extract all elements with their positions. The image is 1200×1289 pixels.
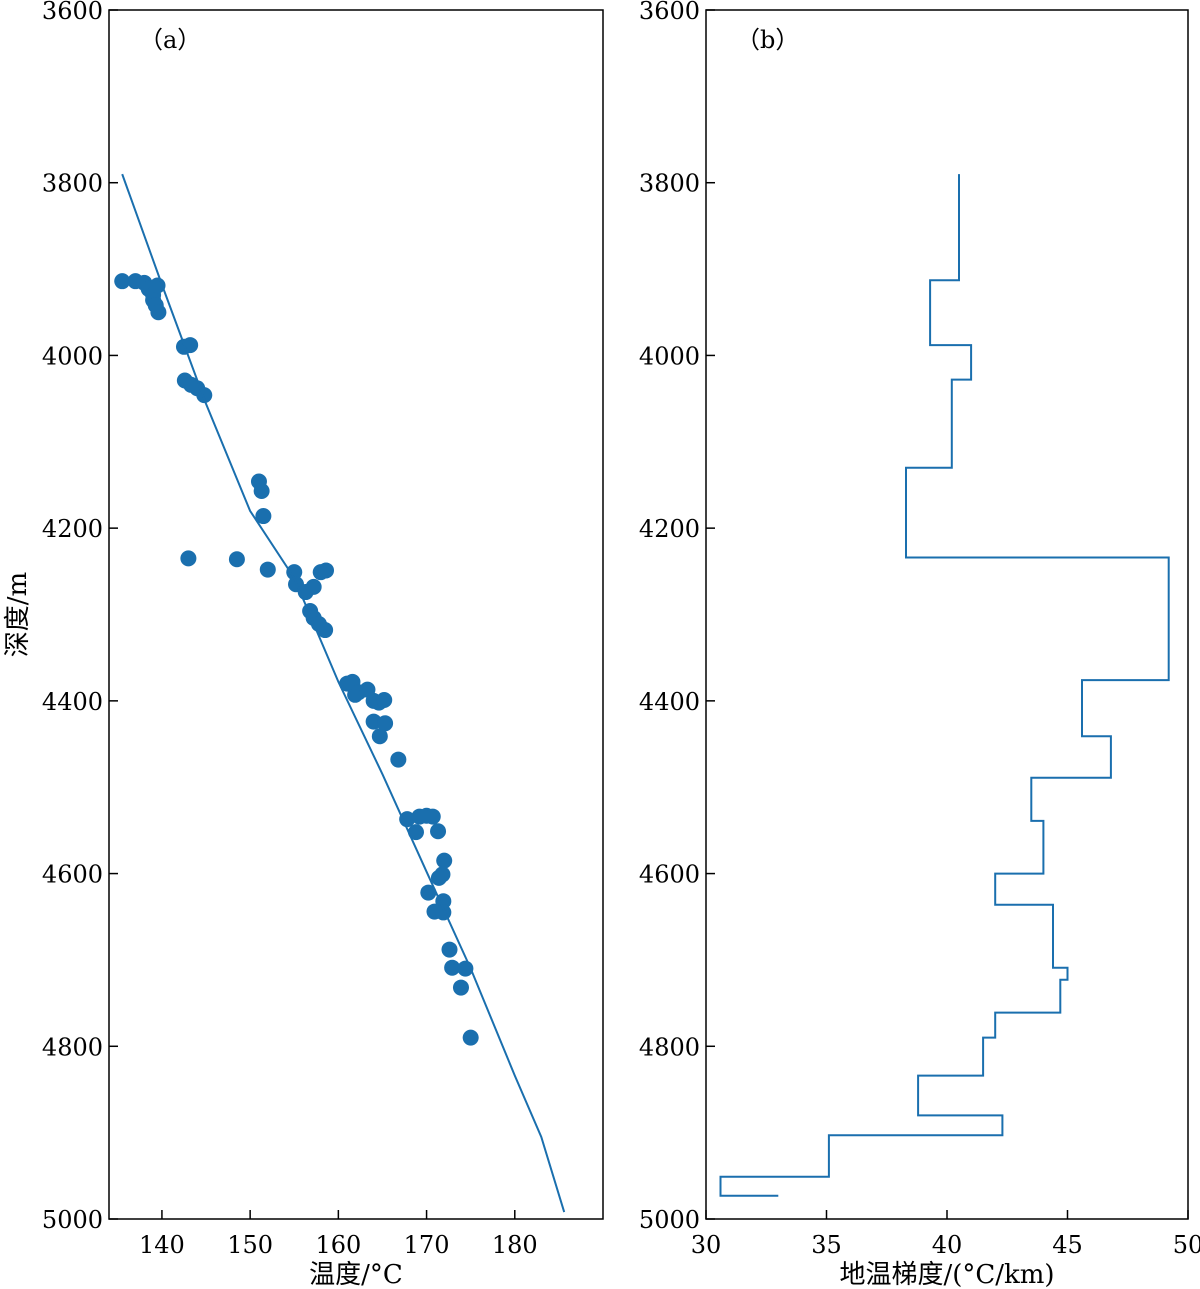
y-tick-label-b-4: 4400 (639, 688, 700, 716)
fit-curve-a (121, 173, 566, 1213)
data-point-a-17 (255, 508, 272, 525)
data-point-a-49 (436, 852, 453, 869)
x-tick-label-b-1: 35 (811, 1231, 842, 1259)
gradient-step-line-b (719, 174, 1170, 1197)
x-tick-label-a-1: 150 (227, 1231, 273, 1259)
y-tick-label-a-4: 4400 (42, 688, 103, 716)
data-point-a-0 (114, 273, 131, 290)
x-tick-label-b-4: 50 (1173, 1231, 1200, 1259)
plot-frame-a (108, 9, 604, 1220)
data-point-a-51 (430, 869, 447, 886)
data-point-a-40 (377, 715, 394, 732)
data-point-a-24 (305, 578, 322, 595)
y-tick-label-a-7: 5000 (42, 1206, 103, 1234)
data-point-a-26 (318, 562, 335, 579)
data-point-a-59 (452, 979, 469, 996)
data-point-a-16 (253, 483, 270, 500)
y-tick-label-a-6: 4800 (42, 1033, 103, 1061)
y-tick-label-b-0: 3600 (639, 0, 700, 25)
panel-label-b: （b） (736, 26, 799, 54)
data-point-a-56 (441, 941, 458, 958)
data-point-a-44 (407, 824, 424, 841)
data-point-a-57 (444, 959, 461, 976)
data-point-a-20 (259, 561, 276, 578)
x-tick-label-b-3: 45 (1052, 1231, 1083, 1259)
x-axis-title-b: 地温梯度/(°C/km) (839, 1260, 1054, 1289)
y-tick-label-b-5: 4600 (639, 861, 700, 889)
y-tick-label-a-1: 3800 (42, 170, 103, 198)
y-tick-label-a-0: 3600 (42, 0, 103, 25)
y-tick-label-b-1: 3800 (639, 170, 700, 198)
data-point-a-52 (420, 884, 437, 901)
data-point-a-18 (180, 550, 197, 567)
y-tick-label-b-7: 5000 (639, 1206, 700, 1234)
data-point-a-48 (430, 823, 447, 840)
x-tick-label-a-2: 160 (315, 1231, 361, 1259)
y-tick-label-b-3: 4200 (639, 515, 700, 543)
y-tick-label-a-3: 4200 (42, 515, 103, 543)
plot-frame-b (705, 9, 1189, 1220)
y-tick-label-b-6: 4800 (639, 1033, 700, 1061)
data-point-a-8 (150, 304, 167, 321)
data-point-a-47 (424, 808, 441, 825)
data-point-a-42 (390, 751, 407, 768)
x-tick-label-a-3: 170 (404, 1231, 450, 1259)
y-axis-title-a: 深度/m (3, 572, 33, 657)
data-point-a-43 (399, 811, 416, 828)
panel-label-a: （a） (139, 26, 201, 54)
y-tick-label-a-5: 4600 (42, 861, 103, 889)
y-tick-label-a-2: 4000 (42, 342, 103, 370)
x-axis-title-a: 温度/°C (309, 1260, 403, 1289)
x-tick-label-a-0: 140 (139, 1231, 185, 1259)
panel-a: 3600 3800 4000 4200 4400 4600 4800 5000 140 150 16… (3, 0, 604, 1289)
data-point-a-60 (462, 1029, 479, 1046)
data-point-a-19 (228, 551, 245, 568)
x-tick-label-a-4: 180 (492, 1231, 538, 1259)
x-tick-label-b-2: 40 (932, 1231, 963, 1259)
data-point-a-21 (286, 564, 303, 581)
x-tick-label-b-0: 30 (691, 1231, 722, 1259)
data-point-a-38 (376, 691, 393, 708)
data-point-a-41 (371, 728, 388, 745)
y-tick-label-b-2: 4000 (639, 342, 700, 370)
data-point-a-30 (317, 622, 334, 639)
